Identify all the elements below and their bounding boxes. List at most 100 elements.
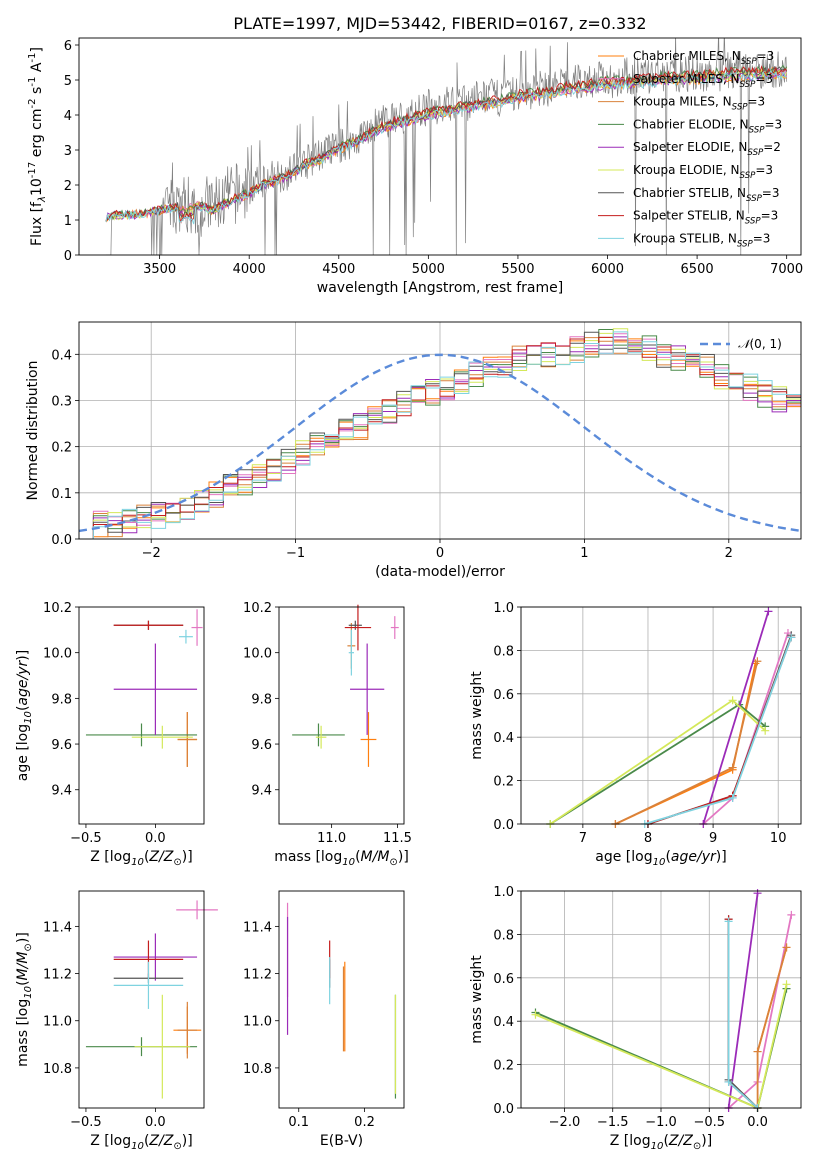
x-tick-label: −2.0 — [549, 1115, 581, 1130]
ticks: 7 8 9 10 0.0 0.2 0.4 0.6 0.8 1.0 — [493, 601, 786, 846]
histogram-salpeter-stelib — [79, 336, 801, 539]
plot-area — [85, 609, 203, 767]
axes-massweight-vs-age: 7 8 9 10 0.0 0.2 0.4 0.6 0.8 1.0 age [log10​(age/y… — [469, 601, 802, 868]
y-tick-label: 0.8 — [493, 928, 514, 943]
y-tick-label: 10.8 — [243, 1062, 272, 1077]
legend-label: Salpeter STELIB, NSSP​=3 — [633, 209, 778, 227]
x-tick-label: −1.5 — [597, 1115, 629, 1130]
model-line-salpeter-stelib — [105, 65, 788, 224]
x-tick-label: 3500 — [143, 262, 176, 277]
plot-area — [286, 902, 397, 1099]
axes-age-vs-mass: 11.0 11.5 9.4 9.6 9.8 10.0 10.2 mass [log10​(M/… — [243, 601, 412, 868]
weight-line-salpeter-elodie — [727, 893, 759, 1109]
y-tick-label: 0.3 — [51, 394, 72, 409]
weight-line-salpeter-stelib — [647, 637, 793, 825]
y-tick-label: 9.8 — [251, 692, 272, 707]
x-tick-label: 11.0 — [317, 831, 346, 846]
x-tick-label: 5500 — [501, 262, 534, 277]
y-tick-label: 0.4 — [493, 731, 514, 746]
weight-marker — [753, 1047, 762, 1056]
y-tick-label: 9.6 — [251, 738, 272, 753]
model-line-kroupa-stelib — [105, 70, 787, 225]
x-tick-label: 11.5 — [383, 831, 412, 846]
normal-curve — [78, 353, 802, 533]
x-tick-label: 4500 — [322, 262, 355, 277]
y-tick-label: 10.2 — [243, 601, 272, 616]
legend-label: Kroupa STELIB, NSSP​=3 — [633, 231, 770, 249]
axes-frame — [278, 606, 405, 825]
y-tick-label: 0.2 — [493, 1059, 514, 1074]
y-tick-label: 9.6 — [51, 738, 72, 753]
weight-marker — [724, 917, 733, 926]
figure-title: PLATE=1997, MJD=53442, FIBERID=0167, z=0… — [233, 14, 646, 33]
x-tick-label: 9 — [709, 831, 717, 846]
weight-marker — [753, 657, 762, 666]
y-tick-label: 9.4 — [251, 784, 272, 799]
x-tick-label: −0.5 — [693, 1115, 725, 1130]
legend-label: Kroupa ELODIE, NSSP​=3 — [633, 163, 773, 181]
weight-marker — [761, 726, 770, 735]
x-tick-label: −2 — [142, 546, 161, 561]
x-tick-label: 10 — [770, 831, 787, 846]
weight-line-salpeter-miles — [702, 632, 789, 825]
y-tick-label: 9.8 — [51, 692, 72, 707]
x-axis-label: Z [log10​(Z/Z⊙​)] — [90, 849, 192, 868]
weight-marker — [724, 1077, 733, 1086]
weight-marker — [728, 696, 737, 705]
weight-marker — [728, 793, 737, 802]
y-tick-label: 4 — [64, 109, 72, 124]
axes-age-vs-Z: −0.5 0.0 9.4 9.6 9.8 10.0 10.2 Z [log10​(Z/Z⊙​)… — [15, 601, 205, 868]
y-tick-label: 0.6 — [493, 972, 514, 987]
axes-frame — [520, 890, 802, 1109]
x-tick-label: 1 — [580, 546, 588, 561]
y-tick-label: 1.0 — [493, 885, 514, 900]
legend: Chabrier MILES, NSSP​=3 Salpeter MILES, N… — [598, 49, 782, 249]
y-axis-label: mass weight — [469, 955, 485, 1044]
x-axis-label: mass [log10​(M/M⊙​)] — [274, 849, 409, 868]
y-tick-label: 5 — [64, 74, 72, 89]
x-tick-label: 0 — [436, 546, 444, 561]
weight-marker — [753, 889, 762, 898]
weight-marker — [728, 763, 737, 772]
legend-label: Chabrier ELODIE, NSSP​=3 — [633, 117, 782, 135]
ticks: −2.0 −1.5 −1.0 −0.5 0.0 0.0 0.2 0.4 0.6 0.8 1.0 — [493, 885, 768, 1130]
y-tick-label: 1.0 — [493, 601, 514, 616]
plot-area — [546, 607, 796, 828]
ticks: 0.1 0.2 10.8 11.0 11.2 11.4 — [243, 920, 375, 1130]
x-tick-label: −0.5 — [70, 1115, 102, 1130]
y-tick-label: 0 — [64, 249, 72, 264]
plot-area — [292, 604, 399, 767]
x-tick-label: 0.0 — [145, 1115, 166, 1130]
axes-frame — [78, 606, 205, 825]
x-tick-label: 0.1 — [288, 1115, 309, 1130]
y-axis-label: mass weight — [469, 671, 485, 760]
x-tick-label: 6500 — [681, 262, 714, 277]
observed-spectrum-line — [105, 38, 788, 255]
plot-area — [105, 38, 788, 255]
y-tick-label: 10.2 — [43, 601, 72, 616]
weight-line-salpeter-elodie — [702, 611, 770, 825]
axes-mass-vs-ebv: 0.1 0.2 10.8 11.0 11.2 11.4 E(B-V) — [243, 890, 405, 1149]
x-tick-label: 4000 — [233, 262, 266, 277]
legend-label: Chabrier STELIB, NSSP​=3 — [633, 186, 780, 204]
y-tick-label: 2 — [64, 179, 72, 194]
x-tick-label: 8 — [644, 831, 652, 846]
weight-line-kroupa-stelib — [644, 637, 793, 825]
y-tick-label: 9.4 — [51, 784, 72, 799]
x-tick-label: −1 — [286, 546, 305, 561]
x-tick-label: 6000 — [591, 262, 624, 277]
legend-label: Chabrier MILES, NSSP​=3 — [633, 49, 774, 67]
y-tick-label: 0.2 — [493, 775, 514, 790]
weight-marker — [787, 910, 796, 919]
ticks: 11.0 11.5 9.4 9.6 9.8 10.0 10.2 — [243, 601, 412, 846]
y-tick-label: 11.2 — [243, 968, 272, 983]
axes-mass-vs-Z: −0.5 0.0 10.8 11.0 11.2 11.4 Z [log10​(Z/Z⊙​)]… — [15, 890, 218, 1152]
ticks: −2 −1 0 1 2 0.0 0.1 0.2 0.3 0.4 — [51, 348, 733, 561]
y-tick-label: 11.0 — [243, 1015, 272, 1030]
plot-area — [85, 900, 218, 1099]
ticks: 3500 4000 4500 5000 5500 6000 6500 7000 0 1 2 3 4 5 6 — [64, 39, 803, 277]
x-tick-label: −0.5 — [70, 831, 102, 846]
y-tick-label: 10.8 — [43, 1062, 72, 1077]
axes-residuals: −2 −1 0 1 2 0.0 0.1 0.2 0.3 0.4 (data-model)/error… — [25, 321, 802, 580]
